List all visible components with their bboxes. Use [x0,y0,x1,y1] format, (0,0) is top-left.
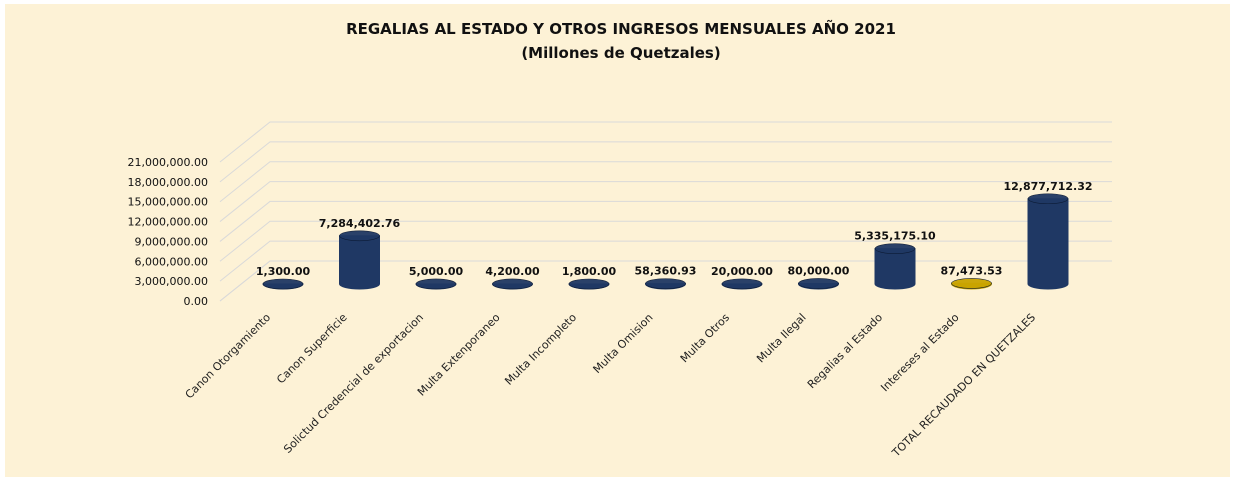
value-label: 1,300.00 [256,265,311,278]
bar [1027,198,1069,290]
bar-top [492,278,533,290]
grid-line [219,240,1112,282]
grid-line [219,200,1112,242]
chart-subtitle: (Millones de Quetzales) [521,44,720,62]
chart-title: REGALIAS AL ESTADO Y OTROS INGRESOS MENS… [346,19,896,38]
value-label: 5,000.00 [409,265,464,278]
bar-top [721,278,763,290]
value-label: 5,335,175.10 [854,230,936,243]
grid-line [219,181,1112,222]
value-label: 12,877,712.32 [1003,180,1092,193]
y-tick-label: 12,000,000.00 [128,216,208,229]
value-label: 4,200.00 [485,265,540,278]
grid-line [219,220,1112,262]
y-tick-label: 15,000,000.00 [128,196,208,209]
bar-top [645,278,686,289]
bar-top [1027,193,1069,205]
grid-line [219,141,1112,183]
bar-top [568,278,610,290]
bar-top [415,278,457,290]
bar [339,235,380,290]
bar-top [798,278,839,289]
grid-line [219,121,1112,163]
y-tick-label: 0.00 [184,295,209,308]
y-tick-label: 3,000,000.00 [135,275,208,288]
value-label: 1,800.00 [562,265,617,278]
grid-line [219,260,1112,302]
bar [874,248,916,290]
y-tick-label: 21,000,000.00 [128,156,208,169]
value-label: 58,360.93 [635,265,697,278]
y-tick-label: 18,000,000.00 [128,176,208,189]
bar-top [874,243,916,254]
bar-top [339,230,380,242]
value-label: 20,000.00 [711,265,773,278]
chart-background [5,4,1230,477]
value-label: 80,000.00 [788,264,850,277]
bar-top [262,278,304,290]
value-label: 7,284,402.76 [319,217,401,230]
y-tick-label: 9,000,000.00 [135,235,208,248]
y-tick-label: 6,000,000.00 [135,255,208,268]
grid-line [219,161,1112,203]
value-label: 87,473.53 [941,264,1003,277]
bar-top [951,278,992,289]
